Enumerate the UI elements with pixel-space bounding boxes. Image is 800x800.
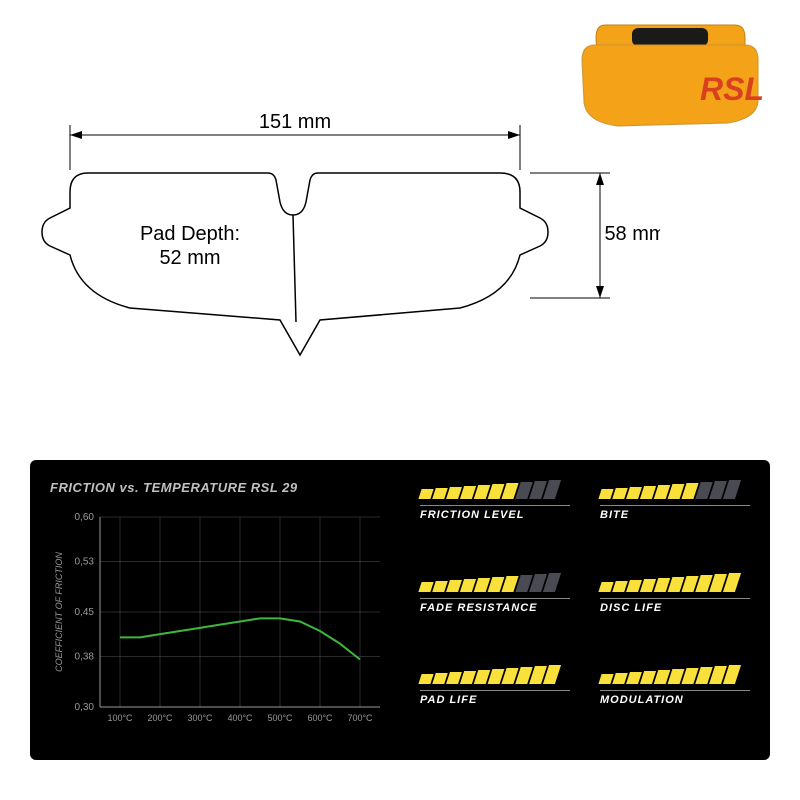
- rating-bars: [600, 573, 738, 592]
- pad-depth-label-2: 52 mm: [159, 247, 220, 269]
- rating-bite: BITE: [600, 480, 750, 555]
- svg-text:0,60: 0,60: [75, 512, 95, 523]
- chart-title: FRICTION vs. TEMPERATURE RSL 29: [50, 480, 390, 495]
- rating-bars: [420, 573, 558, 592]
- rating-label: FADE RESISTANCE: [420, 598, 570, 614]
- svg-text:300°C: 300°C: [187, 713, 213, 723]
- svg-text:600°C: 600°C: [307, 713, 333, 723]
- rating-pad-life: PAD LIFE: [420, 665, 570, 740]
- svg-text:COEFFICIENT OF FRICTION: COEFFICIENT OF FRICTION: [54, 552, 64, 672]
- ratings-grid: FRICTION LEVEL BITE FADE RESISTANCE DISC LI…: [390, 480, 750, 740]
- rating-label: FRICTION LEVEL: [420, 505, 570, 521]
- friction-temperature-chart: 0,30 0,38 0,45 0,53 0,60 100°C 200°C 300°C 400°C…: [50, 507, 390, 737]
- friction-chart-area: FRICTION vs. TEMPERATURE RSL 29 0,30 0,38…: [50, 480, 390, 740]
- top-section: RSL 151 mm 58 mm Pad Depth: 52 mm: [0, 0, 800, 380]
- height-dimension: 58 mm: [604, 223, 660, 245]
- bottom-panel: FRICTION vs. TEMPERATURE RSL 29 0,30 0,38…: [30, 460, 770, 760]
- technical-drawing: 151 mm 58 mm Pad Depth: 52 mm: [40, 100, 660, 360]
- rating-bars: [600, 480, 738, 499]
- rating-bar-segment: [418, 489, 433, 499]
- svg-text:200°C: 200°C: [147, 713, 173, 723]
- svg-text:0,45: 0,45: [75, 607, 95, 618]
- rating-bars: [600, 665, 738, 684]
- width-dimension: 151 mm: [259, 111, 331, 133]
- svg-text:700°C: 700°C: [347, 713, 373, 723]
- rating-bar-segment: [598, 582, 613, 592]
- rating-bars: [420, 480, 558, 499]
- rating-bar-segment: [598, 489, 613, 499]
- svg-text:500°C: 500°C: [267, 713, 293, 723]
- svg-text:0,53: 0,53: [75, 556, 95, 567]
- rating-fade-resistance: FADE RESISTANCE: [420, 573, 570, 648]
- svg-text:0,38: 0,38: [75, 651, 95, 662]
- rating-label: DISC LIFE: [600, 598, 750, 614]
- rating-bars: [420, 665, 558, 684]
- rating-label: BITE: [600, 505, 750, 521]
- svg-text:100°C: 100°C: [107, 713, 133, 723]
- rating-disc-life: DISC LIFE: [600, 573, 750, 648]
- rating-friction-level: FRICTION LEVEL: [420, 480, 570, 555]
- rating-bar-segment: [418, 582, 433, 592]
- rating-label: PAD LIFE: [420, 690, 570, 706]
- svg-text:0,30: 0,30: [75, 702, 95, 713]
- rating-modulation: MODULATION: [600, 665, 750, 740]
- rating-label: MODULATION: [600, 690, 750, 706]
- svg-text:400°C: 400°C: [227, 713, 253, 723]
- brand-logo-text: RSL: [700, 71, 764, 107]
- pad-depth-label-1: Pad Depth:: [140, 223, 240, 245]
